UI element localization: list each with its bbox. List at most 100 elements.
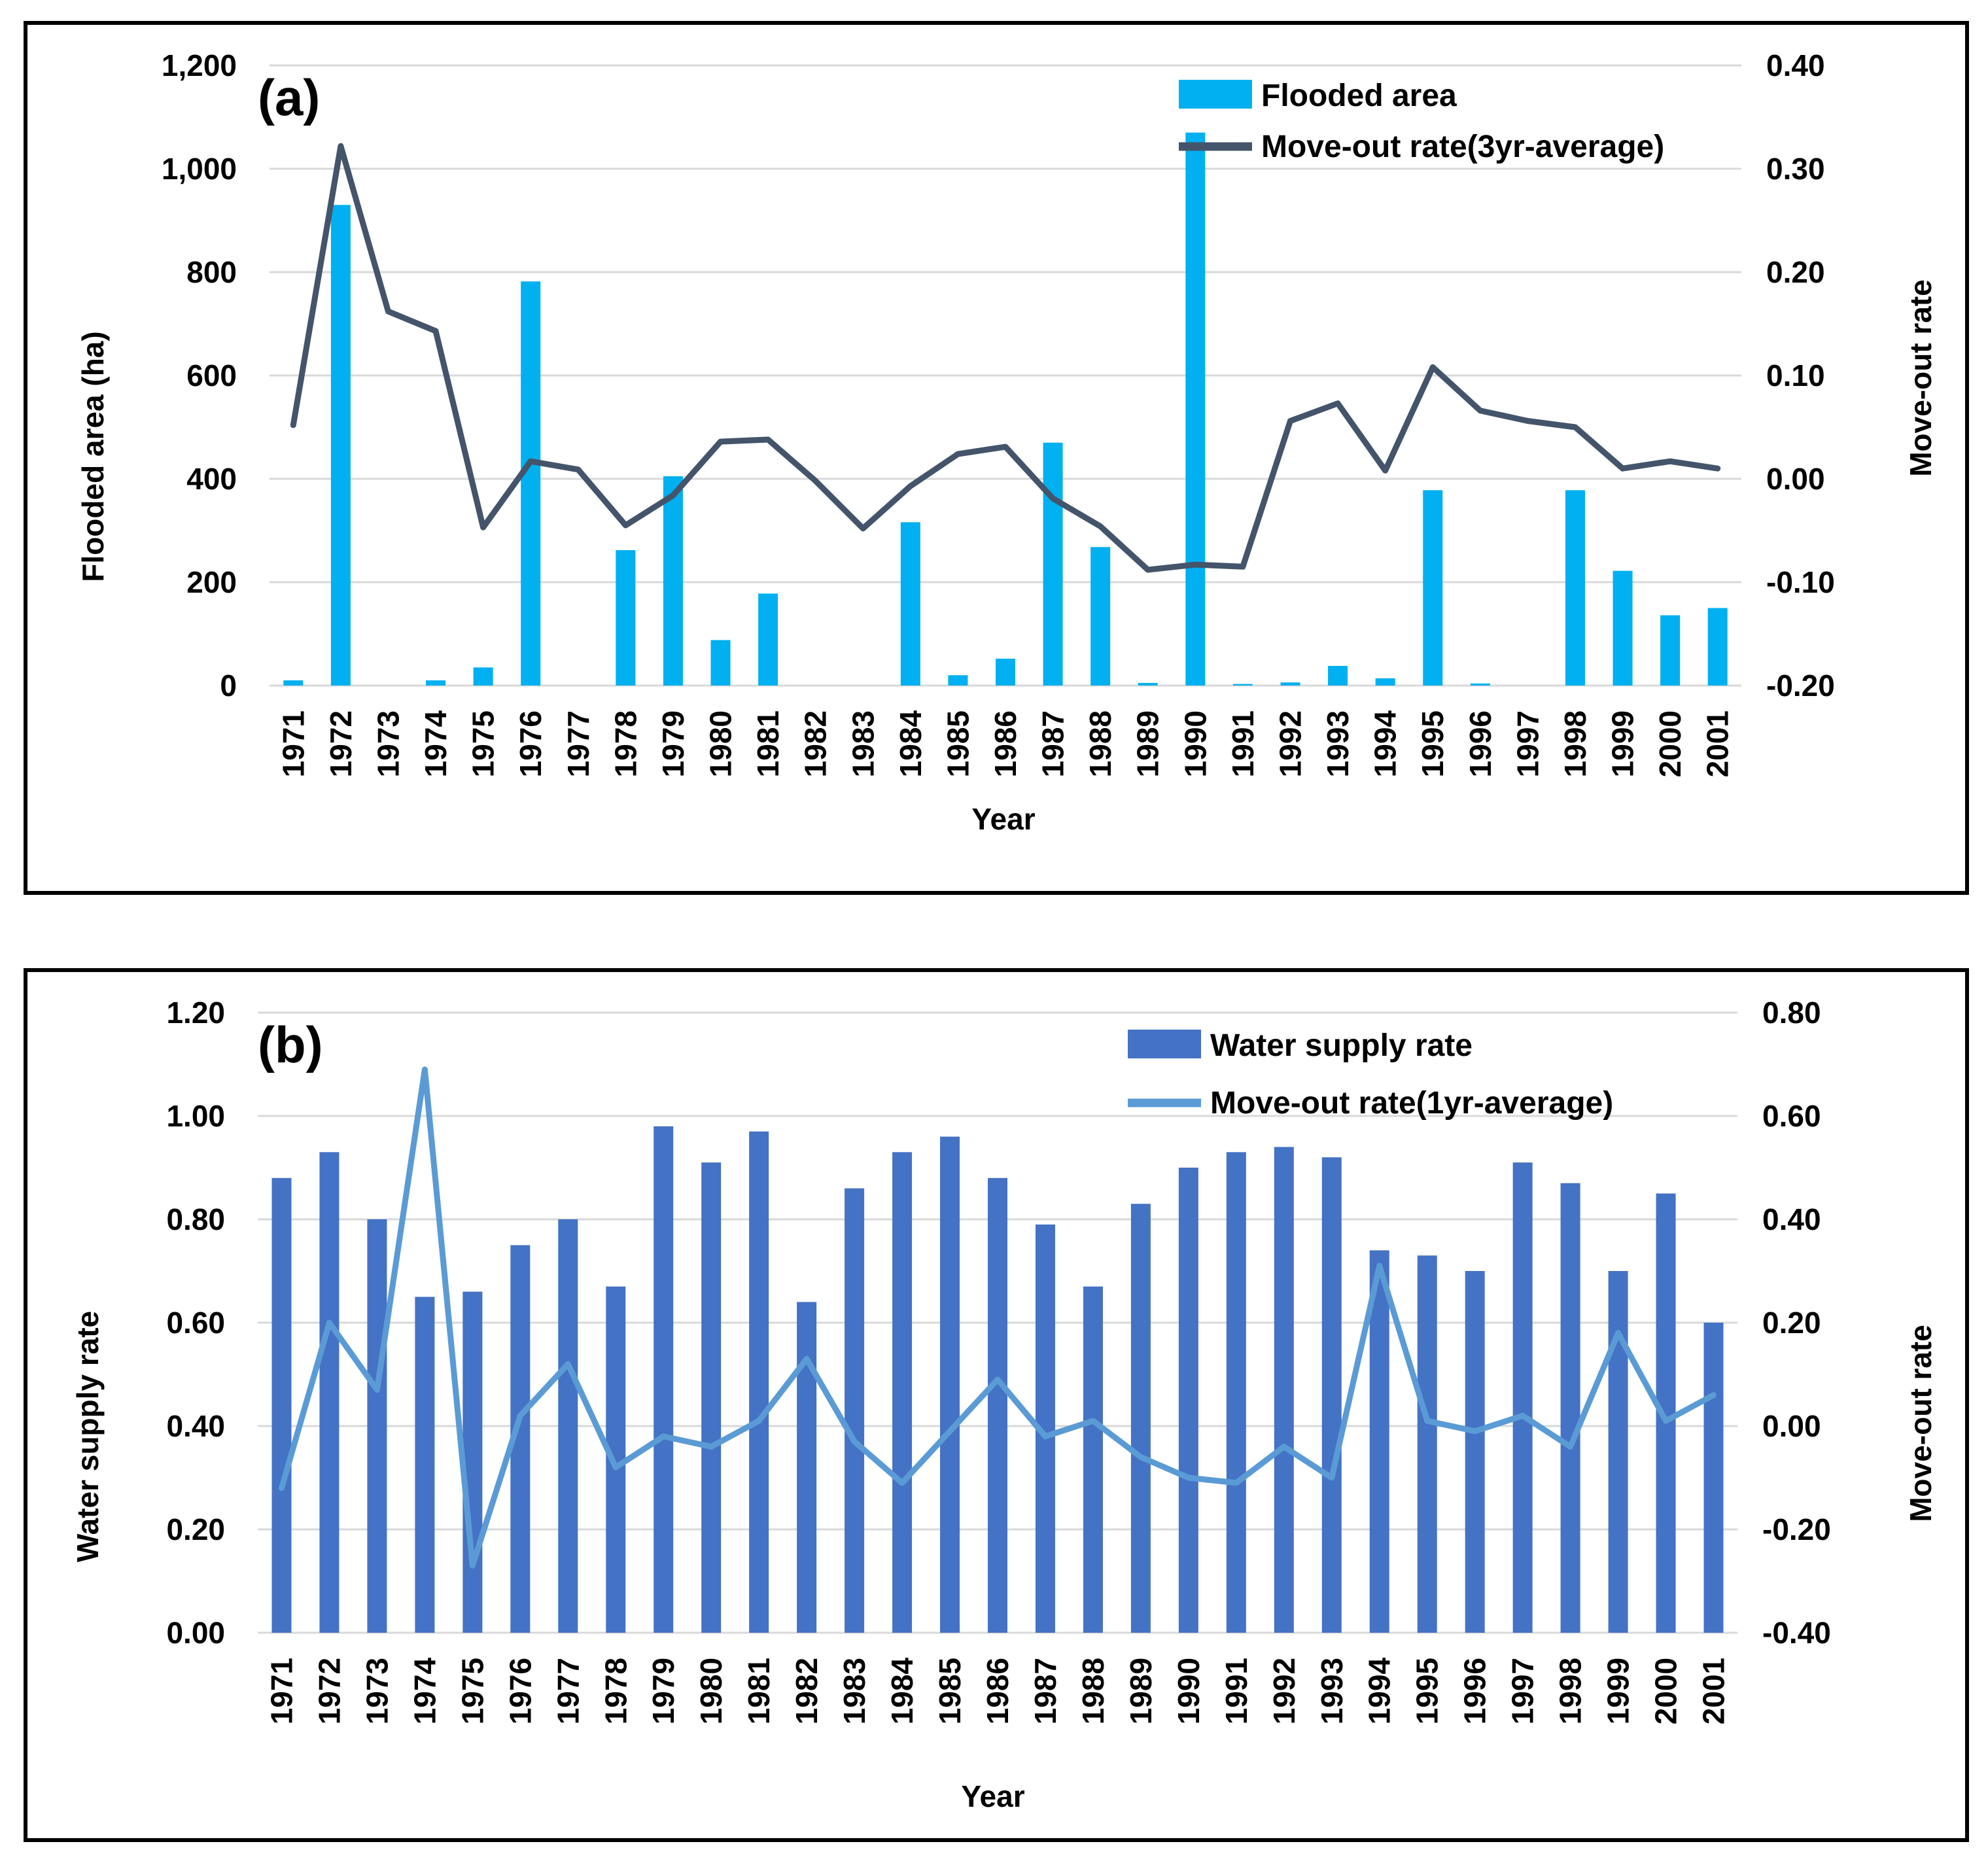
y-tick-label: 0.80 (166, 1202, 225, 1236)
x-tick-label: 1976 (503, 1658, 537, 1724)
x-tick-label: 1973 (371, 710, 405, 777)
x-tick-label: 1971 (276, 710, 310, 777)
chart-a-y2-axis-label: Move-out rate (1904, 279, 1938, 477)
chart-b-x-ticks: 1971 1972 1973 1974 1975 1976 1977 1978 1979 1980… (264, 1658, 1730, 1725)
chart-a-y-axis-label: Flooded area (ha) (76, 331, 110, 582)
bar (845, 1188, 865, 1633)
x-tick-label: 1983 (846, 710, 880, 777)
bar (330, 205, 351, 686)
x-tick-label: 1996 (1463, 710, 1497, 777)
bar (1703, 1323, 1724, 1633)
line-point (435, 330, 437, 332)
bar (1226, 1152, 1246, 1633)
chart-b-panel-label: (b) (258, 1016, 323, 1073)
x-tick-label: 1985 (933, 1658, 967, 1724)
x-tick-label: 1971 (264, 1658, 298, 1724)
line-point (1569, 1446, 1571, 1448)
chart-b-bars (271, 1126, 1724, 1633)
y2-tick-label: 0.10 (1766, 358, 1825, 392)
x-tick-label: 1981 (742, 1658, 776, 1724)
chart-a-line (290, 143, 1721, 573)
bar (710, 640, 731, 686)
line-point (901, 1482, 903, 1484)
line-point (387, 311, 389, 313)
x-tick-label: 2001 (1701, 710, 1735, 777)
bar (654, 1126, 674, 1633)
chart-b-legend-label-line: Move-out rate(1yr-average) (1210, 1086, 1613, 1121)
bar (415, 1297, 435, 1633)
chart-a-x-axis-label: Year (971, 802, 1035, 836)
y2-tick-label: -0.20 (1762, 1512, 1831, 1546)
bar (996, 658, 1015, 686)
line-point (997, 1378, 998, 1380)
x-tick-label: 1991 (1226, 710, 1260, 777)
line-point (1140, 1456, 1142, 1458)
line-point (376, 1389, 378, 1391)
x-tick-label: 1974 (408, 1658, 442, 1725)
bar (1185, 132, 1206, 686)
line-point (1187, 1477, 1189, 1478)
bar (319, 1152, 340, 1633)
line-point (1522, 1415, 1524, 1417)
y2-tick-label: 0.40 (1766, 48, 1825, 82)
line-point (814, 480, 816, 482)
x-tick-label: 1985 (941, 710, 975, 777)
line-point (1432, 366, 1434, 368)
line-point (577, 468, 579, 470)
bar (1417, 1255, 1437, 1633)
bar (797, 1302, 817, 1633)
y-tick-label: 1.20 (166, 996, 225, 1030)
bar (1138, 683, 1158, 686)
chart-panel-a: 0 200 400 600 800 1,000 1,200 -0.20 -0.10 0.00 0.… (24, 21, 1969, 895)
y2-tick-label: -0.40 (1762, 1616, 1831, 1650)
x-tick-label: 1975 (466, 710, 500, 777)
x-tick-label: 1977 (561, 710, 595, 777)
chart-b-legend: Water supply rate Move-out rate(1yr-aver… (1128, 1028, 1613, 1121)
bar (1280, 682, 1300, 686)
bar (1274, 1147, 1294, 1633)
x-tick-label: 1990 (1178, 710, 1212, 777)
bar (473, 667, 493, 686)
x-tick-label: 1998 (1554, 1658, 1588, 1724)
bar (1083, 1286, 1103, 1633)
line-point (328, 1322, 330, 1323)
x-tick-label: 1984 (894, 710, 928, 778)
line-point (1052, 498, 1054, 500)
bar (701, 1162, 722, 1633)
x-tick-label: 1972 (312, 1658, 346, 1724)
line-point (1384, 470, 1386, 472)
line-point (1426, 1420, 1428, 1422)
bar (758, 593, 778, 686)
chart-a-y-ticks: 0 200 400 600 800 1,000 1,200 (162, 48, 237, 703)
y2-tick-label: 0.40 (1762, 1202, 1821, 1236)
y2-tick-label: -0.10 (1766, 565, 1835, 599)
series-line (290, 143, 1721, 573)
bar (1375, 678, 1395, 686)
bar (1090, 547, 1111, 686)
bar (1423, 490, 1443, 686)
chart-a-legend-label-line: Move-out rate(3yr-average) (1261, 130, 1664, 164)
y2-tick-label: 0.60 (1762, 1099, 1821, 1133)
x-tick-label: 1995 (1410, 1658, 1444, 1724)
x-tick-label: 1973 (360, 1658, 394, 1724)
line-point (292, 424, 294, 426)
line-point (530, 461, 532, 462)
chart-b-y2-ticks: -0.40 -0.20 0.00 0.20 0.40 0.60 0.80 (1762, 996, 1831, 1650)
x-tick-label: 1986 (981, 1658, 1015, 1724)
line-point (1669, 461, 1671, 462)
bar (948, 675, 968, 686)
y-tick-label: 0.00 (166, 1616, 225, 1650)
y-tick-label: 0.60 (166, 1306, 225, 1340)
x-tick-label: 1981 (751, 710, 785, 777)
bar (1707, 608, 1728, 686)
x-tick-label: 1977 (551, 1658, 585, 1724)
y-tick-label: 0 (220, 669, 237, 703)
chart-b-svg: 0.00 0.20 0.40 0.60 0.80 1.00 1.20 -0.40 -0.20 0… (71, 996, 1938, 1813)
x-tick-label: 2000 (1649, 1658, 1683, 1724)
bar (1560, 1183, 1580, 1633)
line-point (1242, 566, 1244, 568)
x-tick-label: 1999 (1606, 710, 1640, 777)
line-point (720, 441, 722, 443)
line-point (482, 527, 484, 529)
y2-tick-label: -0.20 (1766, 669, 1835, 703)
